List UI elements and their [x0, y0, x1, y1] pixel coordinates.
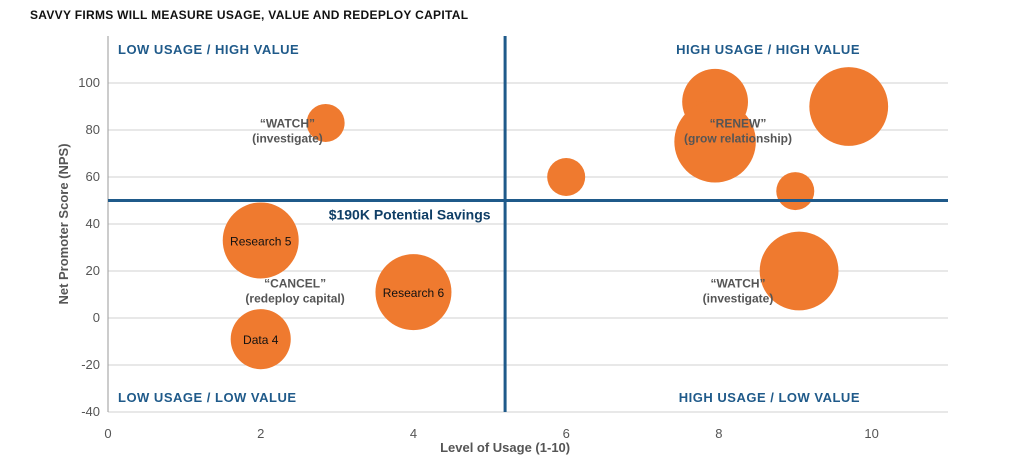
y-tick-label: 60	[86, 169, 100, 184]
annotation-text: (investigate)	[252, 132, 323, 146]
annotation-text: “RENEW”	[710, 117, 767, 131]
x-tick-label: 0	[104, 426, 111, 441]
y-tick-label: 20	[86, 263, 100, 278]
y-tick-label: 80	[86, 122, 100, 137]
y-tick-label: -40	[81, 404, 100, 419]
y-tick-label: 100	[78, 75, 100, 90]
y-tick-label: 0	[93, 310, 100, 325]
savings-callout: $190K Potential Savings	[329, 206, 491, 222]
annotation-text: “WATCH”	[710, 276, 765, 290]
bubble-point	[222, 202, 299, 279]
page-title: SAVVY FIRMS WILL MEASURE USAGE, VALUE AN…	[30, 8, 469, 22]
quadrant-label: HIGH USAGE / HIGH VALUE	[676, 42, 860, 57]
annotation-text: (grow relationship)	[684, 132, 792, 146]
x-tick-label: 6	[563, 426, 570, 441]
quadrant-label: LOW USAGE / HIGH VALUE	[118, 42, 299, 57]
x-tick-label: 10	[864, 426, 878, 441]
annotation-text: “WATCH”	[260, 117, 315, 131]
x-tick-label: 2	[257, 426, 264, 441]
bubble-point	[809, 67, 889, 146]
bubble-point	[547, 158, 586, 196]
bubble-point	[759, 231, 839, 311]
bubble-label: Research 5	[230, 234, 292, 248]
y-tick-label: 40	[86, 216, 100, 231]
annotation-text: “CANCEL”	[264, 276, 326, 290]
bubble-point	[776, 172, 815, 211]
quadrant-label: LOW USAGE / LOW VALUE	[118, 390, 297, 405]
bubble-point	[375, 254, 452, 331]
y-tick-label: -20	[81, 357, 100, 372]
bubble-point	[306, 103, 345, 142]
bubble-label: Data 4	[243, 333, 279, 347]
y-axis-title: Net Promoter Score (NPS)	[56, 143, 71, 304]
annotation-text: (investigate)	[703, 291, 774, 305]
quadrant-label: HIGH USAGE / LOW VALUE	[679, 390, 860, 405]
bubble-label: Research 6	[383, 286, 445, 300]
annotation-text: (redeploy capital)	[245, 291, 344, 305]
x-axis-title: Level of Usage (1-10)	[440, 440, 570, 455]
bubble-point	[674, 100, 756, 183]
x-tick-label: 4	[410, 426, 417, 441]
x-tick-label: 8	[715, 426, 722, 441]
bubble-point	[230, 309, 291, 370]
